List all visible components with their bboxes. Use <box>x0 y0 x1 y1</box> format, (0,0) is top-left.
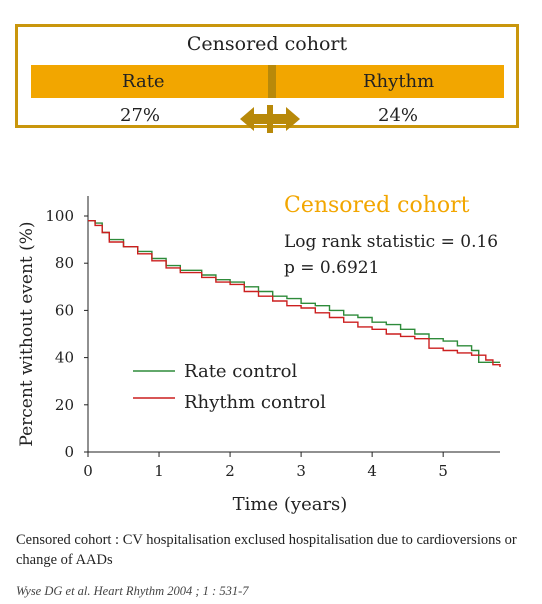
summary-divider <box>268 65 276 98</box>
legend-label-rate: Rate control <box>184 361 297 382</box>
y-tick-label: 20 <box>55 396 74 414</box>
log-rank-annotation: Log rank statistic = 0.16 <box>284 232 498 252</box>
x-tick-label: 3 <box>296 462 306 480</box>
chart-legend: Rate control Rhythm control <box>133 361 326 413</box>
x-tick-label: 0 <box>83 462 93 480</box>
x-ticks: 0 1 2 3 4 5 <box>83 452 448 480</box>
rhythm-value: 24% <box>378 105 419 126</box>
y-tick-label: 60 <box>55 301 74 319</box>
rate-value: 27% <box>120 105 161 126</box>
y-tick-label: 100 <box>45 207 74 225</box>
x-tick-label: 2 <box>225 462 235 480</box>
survival-chart: 0 20 40 60 80 100 0 1 2 3 4 5 Censored cohort Log … <box>17 193 501 515</box>
x-tick-label: 4 <box>367 462 377 480</box>
chart-title: Censored cohort <box>284 193 470 218</box>
rhythm-label: Rhythm <box>363 71 435 92</box>
y-tick-label: 0 <box>64 443 74 461</box>
p-value-annotation: p = 0.6921 <box>284 258 379 278</box>
double-arrow-icon <box>240 105 300 133</box>
chart-axes <box>87 196 500 454</box>
rate-label: Rate <box>122 71 165 92</box>
series-lines <box>88 220 501 367</box>
x-tick-label: 1 <box>154 462 164 480</box>
y-ticks: 0 20 40 60 80 100 <box>45 207 88 461</box>
series-line-rhythm-control <box>88 220 501 367</box>
legend-label-rhythm: Rhythm control <box>184 392 326 413</box>
censored-cohort-summary-box: Censored cohort Rate Rhythm 27% 24% <box>15 24 519 133</box>
summary-title: Censored cohort <box>186 33 348 55</box>
summary-header-bar <box>31 65 504 98</box>
y-axis-label: Percent without event (%) <box>17 221 37 446</box>
citation: Wyse DG et al. Heart Rhythm 2004 ; 1 : 5… <box>16 584 249 598</box>
y-tick-label: 80 <box>55 254 74 272</box>
footnote: Censored cohort : CV hospitalisation exc… <box>16 532 517 568</box>
x-axis-label: Time (years) <box>233 494 348 515</box>
x-tick-label: 5 <box>438 462 448 480</box>
y-tick-label: 40 <box>55 349 74 367</box>
